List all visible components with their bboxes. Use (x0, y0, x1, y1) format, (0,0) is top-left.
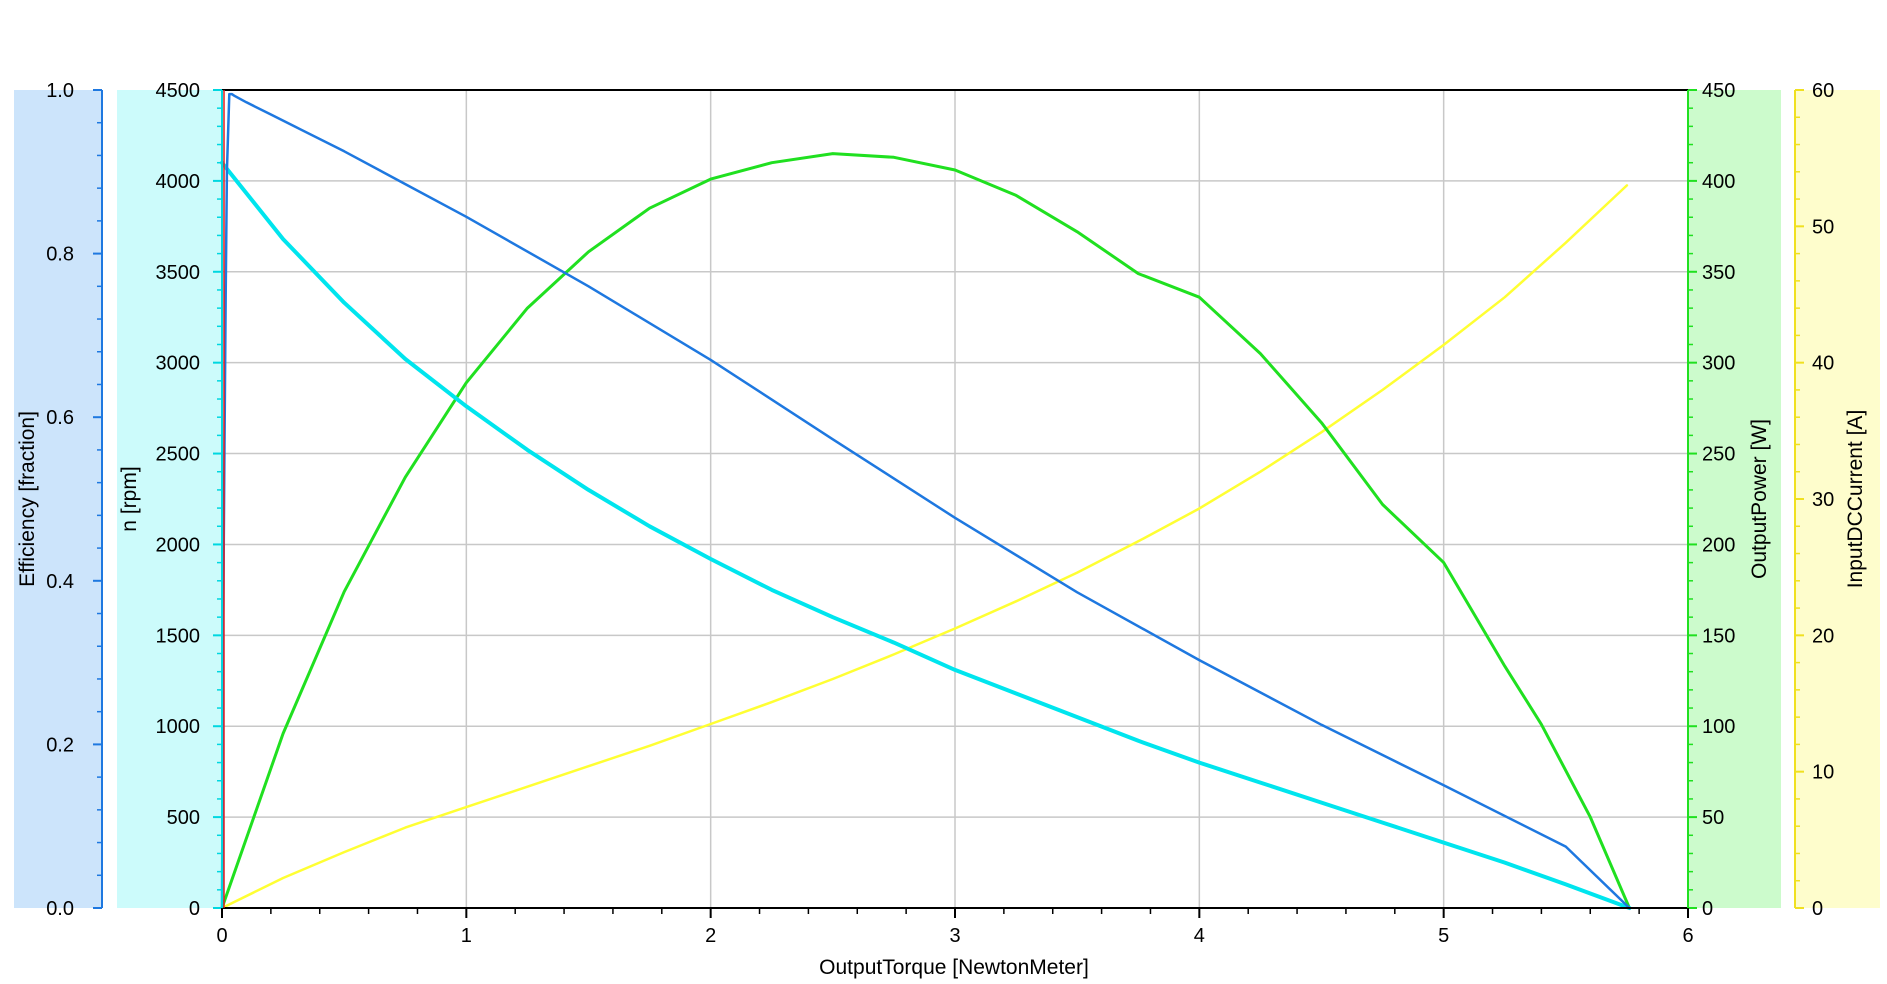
axes: 0.0 0.2 0.4 0.6 0.8 1.0 Efficiency [fraction] 0… (16, 80, 1867, 979)
tick-label-current: 10 (1812, 762, 1834, 784)
tick-label-power: 400 (1702, 171, 1735, 193)
grid-lines (222, 90, 1688, 908)
tick-label-power: 450 (1702, 80, 1735, 102)
series-line-efficiency (220, 92, 1631, 910)
tick-label-speed: 1500 (156, 625, 201, 647)
tick-label-x: 1 (461, 925, 472, 947)
series-line-power (220, 152, 1631, 910)
tick-label-speed: 4500 (156, 80, 201, 102)
tick-label-power: 250 (1702, 444, 1735, 466)
tick-label-power: 50 (1702, 807, 1724, 829)
tick-label-current: 0 (1812, 898, 1823, 920)
tick-label-speed: 1000 (156, 716, 201, 738)
tick-label-current: 50 (1812, 216, 1834, 238)
axis-title-power: OutputPower [W] (1748, 419, 1771, 579)
axis-band-speed (117, 90, 222, 908)
tick-label-speed: 500 (167, 807, 200, 829)
tick-label-x: 0 (216, 925, 227, 947)
axis-title-efficiency: Efficiency [fraction] (16, 411, 39, 587)
tick-label-efficiency: 0.4 (46, 571, 74, 593)
tick-label-speed: 3000 (156, 353, 201, 375)
tick-label-power: 200 (1702, 534, 1735, 556)
axis-bands (14, 90, 1880, 908)
tick-label-efficiency: 1.0 (46, 80, 74, 102)
tick-label-current: 60 (1812, 80, 1834, 102)
series-line-speed (220, 160, 1632, 910)
tick-label-speed: 3500 (156, 262, 201, 284)
tick-label-efficiency: 0.0 (46, 898, 74, 920)
tick-label-efficiency: 0.6 (46, 407, 74, 429)
tick-label-current: 40 (1812, 353, 1834, 375)
axis-band-efficiency (14, 90, 102, 908)
tick-label-power: 300 (1702, 353, 1735, 375)
tick-label-x: 2 (705, 925, 716, 947)
tick-label-current: 30 (1812, 489, 1834, 511)
tick-label-speed: 2500 (156, 444, 201, 466)
tick-label-x: 5 (1438, 925, 1449, 947)
tick-label-efficiency: 0.8 (46, 244, 74, 266)
tick-label-power: 100 (1702, 716, 1735, 738)
axis-title-speed: n [rpm] (118, 466, 141, 531)
axis-band-power (1688, 90, 1781, 908)
tick-label-speed: 2000 (156, 534, 201, 556)
tick-label-power: 150 (1702, 625, 1735, 647)
tick-label-speed: 0 (189, 898, 200, 920)
tick-label-efficiency: 0.2 (46, 734, 74, 756)
x-axis-title: OutputTorque [NewtonMeter] (819, 956, 1089, 979)
tick-label-x: 6 (1682, 925, 1693, 947)
tick-label-x: 4 (1194, 925, 1205, 947)
series-line-current (220, 184, 1629, 910)
tick-label-x: 3 (949, 925, 960, 947)
tick-label-current: 20 (1812, 625, 1834, 647)
axis-band-current (1795, 90, 1880, 908)
tick-label-power: 350 (1702, 262, 1735, 284)
tick-label-speed: 4000 (156, 171, 201, 193)
axis-title-current: InputDCCurrent [A] (1844, 410, 1867, 589)
tick-label-power: 0 (1702, 898, 1713, 920)
series-lines (220, 92, 1632, 910)
